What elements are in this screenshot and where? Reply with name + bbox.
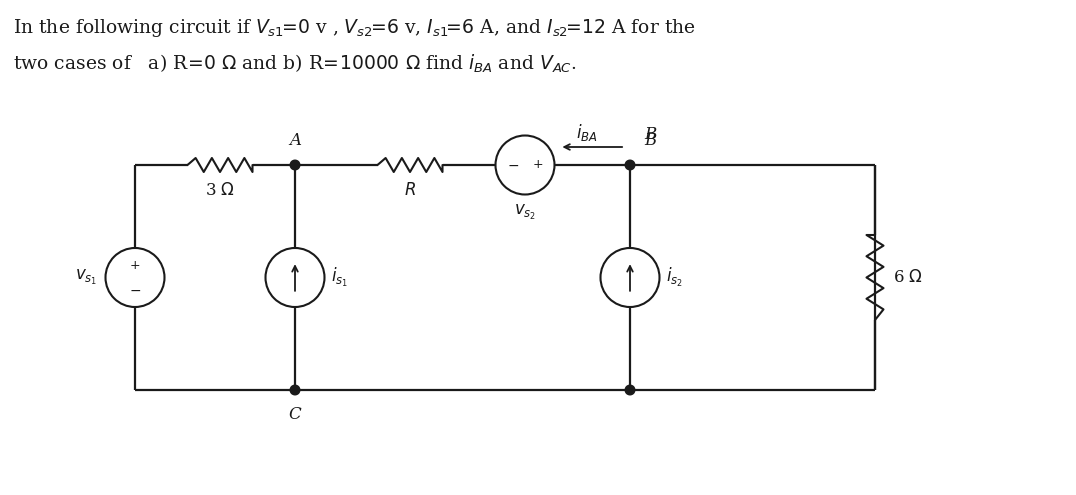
Circle shape	[625, 385, 635, 395]
Text: $+$: $+$	[532, 158, 543, 171]
Circle shape	[625, 160, 635, 170]
Text: 6 $\Omega$: 6 $\Omega$	[893, 269, 923, 286]
Text: B: B	[645, 132, 656, 149]
Text: 3 $\Omega$: 3 $\Omega$	[206, 182, 235, 199]
Text: B: B	[645, 126, 656, 143]
Text: In the following circuit if $V_{s1}\!\!=\!0$ v , $V_{s2}\!\!=\!6$ v, $I_{s1}\!\!: In the following circuit if $V_{s1}\!\!=…	[13, 17, 696, 39]
Text: $i_{BA}$: $i_{BA}$	[577, 122, 598, 143]
Text: two cases of   a) R$\!=\!0\ \Omega$ and b) R$\!=\!10000\ \Omega$ find $i_{BA}$ a: two cases of a) R$\!=\!0\ \Omega$ and b)…	[13, 53, 577, 75]
Text: $i_{s_2}$: $i_{s_2}$	[666, 266, 683, 289]
Text: $-$: $-$	[129, 283, 141, 297]
Text: C: C	[288, 406, 301, 423]
Circle shape	[291, 385, 300, 395]
Text: $+$: $+$	[129, 258, 141, 272]
Text: $-$: $-$	[507, 158, 519, 172]
Text: $R$: $R$	[404, 182, 416, 199]
Text: $v_{s_2}$: $v_{s_2}$	[514, 202, 536, 222]
Text: A: A	[289, 132, 301, 149]
Text: $v_{s_1}$: $v_{s_1}$	[74, 268, 97, 287]
Text: $i_{s_1}$: $i_{s_1}$	[331, 266, 349, 289]
Circle shape	[291, 160, 300, 170]
